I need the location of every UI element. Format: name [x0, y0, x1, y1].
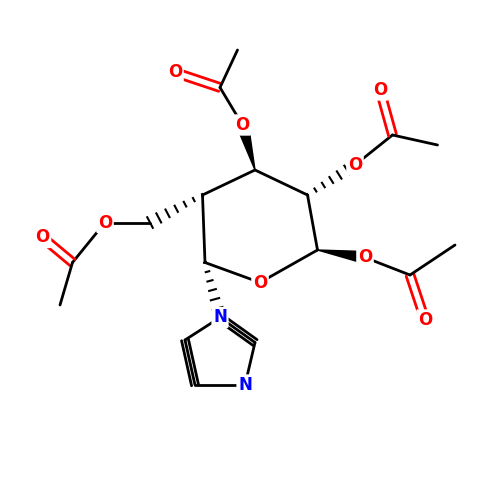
- Text: O: O: [358, 248, 372, 266]
- Text: N: N: [238, 376, 252, 394]
- Text: O: O: [98, 214, 112, 232]
- Polygon shape: [236, 124, 255, 170]
- Text: O: O: [253, 274, 267, 291]
- Text: O: O: [373, 81, 387, 99]
- Polygon shape: [318, 250, 366, 264]
- Text: O: O: [348, 156, 362, 174]
- Text: O: O: [36, 228, 50, 246]
- Text: N: N: [213, 308, 227, 326]
- Text: O: O: [418, 311, 432, 329]
- Text: O: O: [168, 64, 182, 82]
- Text: O: O: [236, 116, 250, 134]
